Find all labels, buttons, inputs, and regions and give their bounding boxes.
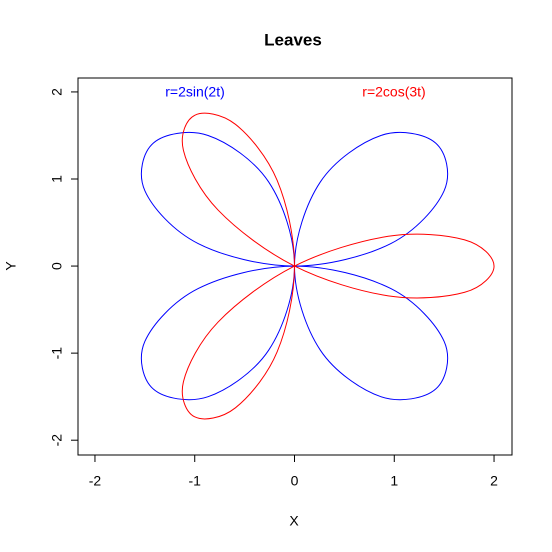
y-tick-label: -1 xyxy=(49,347,65,360)
curve xyxy=(181,112,495,420)
y-tick-label: 2 xyxy=(49,88,65,96)
y-tick-label: 0 xyxy=(49,262,65,270)
legend-label: r=2cos(3t) xyxy=(362,84,425,100)
x-tick-label: 0 xyxy=(291,473,299,489)
x-tick-label: -2 xyxy=(89,473,102,489)
x-axis-label: X xyxy=(289,513,299,529)
x-tick-label: 1 xyxy=(390,473,398,489)
x-tick-label: -1 xyxy=(189,473,202,489)
y-tick-label: 1 xyxy=(49,175,65,183)
x-tick-label: 2 xyxy=(490,473,498,489)
chart-title: Leaves xyxy=(264,30,322,49)
legend-label: r=2sin(2t) xyxy=(165,84,225,100)
y-axis-label: Y xyxy=(3,261,19,271)
y-tick-label: -2 xyxy=(49,434,65,447)
